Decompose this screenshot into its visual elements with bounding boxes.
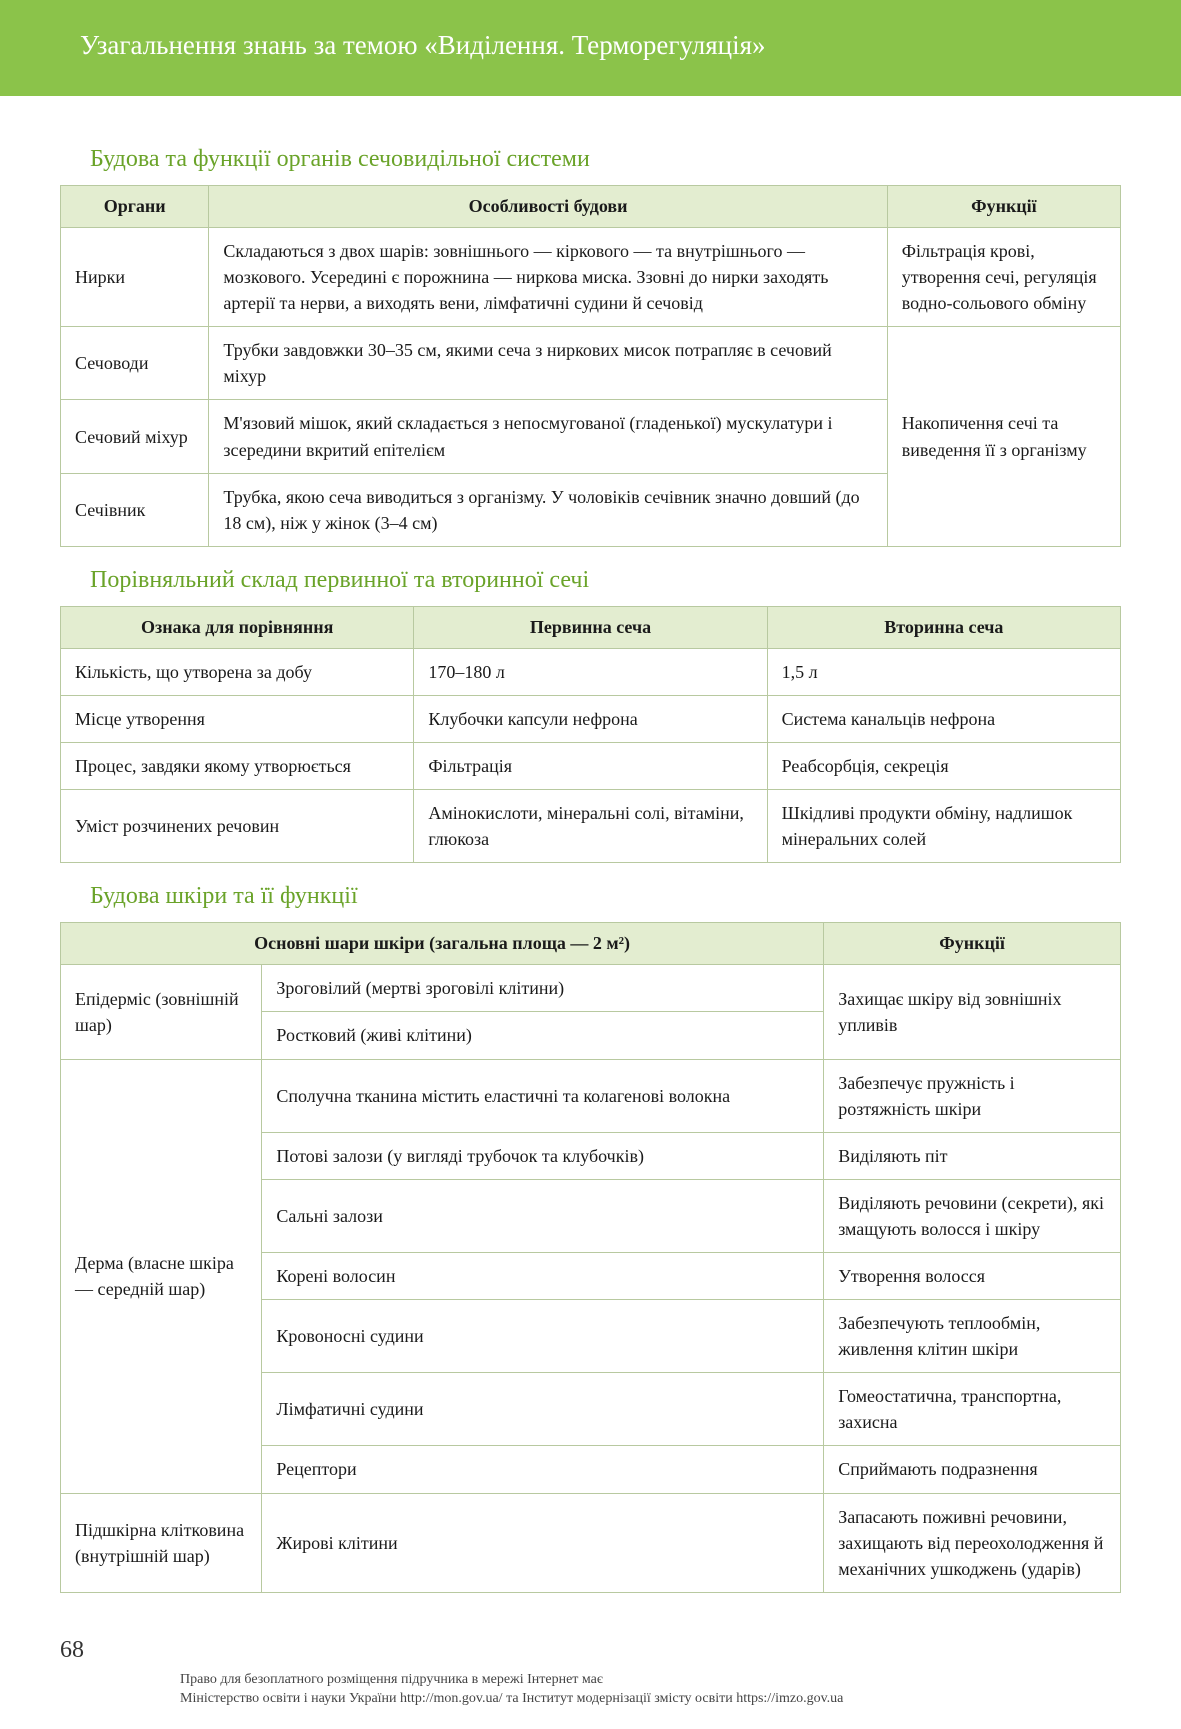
- table-row: Місце утворення Клубочки капсули нефрона…: [61, 695, 1121, 742]
- cell: Амінокислоти, мінеральні солі, вітаміни,…: [414, 790, 767, 863]
- cell: Забезпечує пружність і розтяжність шкіри: [824, 1059, 1121, 1132]
- cell: Реабсорбція, секреція: [767, 743, 1120, 790]
- page-number: 68: [0, 1633, 1181, 1664]
- cell: Жирові клітини: [262, 1493, 824, 1592]
- cell: Нирки: [61, 228, 209, 327]
- table-row: Сечоводи Трубки завдовжки 30–35 см, яким…: [61, 327, 1121, 400]
- table-skin: Основні шари шкіри (загальна площа — 2 м…: [60, 922, 1121, 1593]
- cell: Система канальців нефрона: [767, 695, 1120, 742]
- cell: 170–180 л: [414, 648, 767, 695]
- cell: Трубка, якою сеча виводиться з організму…: [209, 473, 887, 546]
- cell: Сприймають подразнення: [824, 1446, 1121, 1493]
- footer: Право для безоплатного розміщення підруч…: [0, 1664, 1181, 1729]
- footer-line1: Право для безоплатного розміщення підруч…: [180, 1670, 1181, 1690]
- cell: Запасають поживні речовини, захищають ві…: [824, 1493, 1121, 1592]
- table-organs: Органи Особливості будови Функції Нирки …: [60, 185, 1121, 547]
- cell: Клубочки капсули нефрона: [414, 695, 767, 742]
- cell: Лімфатичні судини: [262, 1373, 824, 1446]
- section3-title: Будова шкіри та її функції: [90, 883, 1121, 910]
- cell: Сечівник: [61, 473, 209, 546]
- cell: Кровоносні судини: [262, 1300, 824, 1373]
- cell: Сполучна тканина містить еластичні та ко…: [262, 1059, 824, 1132]
- cell: Гомеостатична, транспортна, захисна: [824, 1373, 1121, 1446]
- cell: Забезпечують теплообмін, живлення клітин…: [824, 1300, 1121, 1373]
- cell: Сечоводи: [61, 327, 209, 400]
- section1-title: Будова та функції органів сечовидільної …: [90, 146, 1121, 173]
- cell: Місце утворення: [61, 695, 414, 742]
- cell: 1,5 л: [767, 648, 1120, 695]
- cell: Процес, завдяки якому утворюється: [61, 743, 414, 790]
- th: Ознака для порівняння: [61, 606, 414, 648]
- th-organ: Органи: [61, 186, 209, 228]
- table-row: Уміст розчинених речовин Амінокислоти, м…: [61, 790, 1121, 863]
- cell: Корені волосин: [262, 1252, 824, 1299]
- content: Будова та функції органів сечовидільної …: [0, 96, 1181, 1633]
- section2-title: Порівняльний склад первинної та вторинно…: [90, 567, 1121, 594]
- cell: Сальні залози: [262, 1179, 824, 1252]
- cell: Епідерміс (зовнішній шар): [61, 965, 262, 1059]
- table-row: Кількість, що утворена за добу 170–180 л…: [61, 648, 1121, 695]
- th-structure: Особливості будови: [209, 186, 887, 228]
- cell: Фільтрація крові, утворення сечі, регуля…: [887, 228, 1120, 327]
- cell: М'язовий мішок, який складається з непос…: [209, 400, 887, 473]
- cell: Уміст розчинених речовин: [61, 790, 414, 863]
- table-row: Дерма (власне шкіра — середній шар) Спол…: [61, 1059, 1121, 1132]
- cell: Фільтрація: [414, 743, 767, 790]
- cell: Виділяють речовини (секрети), які змащую…: [824, 1179, 1121, 1252]
- th: Основні шари шкіри (загальна площа — 2 м…: [61, 923, 824, 965]
- page-header: Узагальнення знань за темою «Виділення. …: [0, 0, 1181, 96]
- th: Вторинна сеча: [767, 606, 1120, 648]
- table-row: Підшкірна клітковина (внутрішній шар) Жи…: [61, 1493, 1121, 1592]
- cell: Сечовий міхур: [61, 400, 209, 473]
- cell: Зроговілий (мертві зроговілі клітини): [262, 965, 824, 1012]
- cell: Ростковий (живі клітини): [262, 1012, 824, 1059]
- cell: Утворення волосся: [824, 1252, 1121, 1299]
- table-row: Епідерміс (зовнішній шар) Зроговілий (ме…: [61, 965, 1121, 1012]
- table-row: Процес, завдяки якому утворюється Фільтр…: [61, 743, 1121, 790]
- cell: Накопичення сечі та виведення її з орган…: [887, 327, 1120, 547]
- th: Первинна сеча: [414, 606, 767, 648]
- cell: Потові залози (у вигляді трубочок та клу…: [262, 1132, 824, 1179]
- cell: Підшкірна клітковина (внутрішній шар): [61, 1493, 262, 1592]
- cell: Дерма (власне шкіра — середній шар): [61, 1059, 262, 1493]
- cell: Трубки завдовжки 30–35 см, якими сеча з …: [209, 327, 887, 400]
- cell: Рецептори: [262, 1446, 824, 1493]
- table-urine: Ознака для порівняння Первинна сеча Втор…: [60, 606, 1121, 863]
- cell: Виділяють піт: [824, 1132, 1121, 1179]
- th: Функції: [824, 923, 1121, 965]
- cell: Захищає шкіру від зовнішніх упливів: [824, 965, 1121, 1059]
- footer-line2: Міністерство освіти і науки України http…: [180, 1689, 1181, 1709]
- cell: Шкідливі продукти обміну, надлишок мінер…: [767, 790, 1120, 863]
- cell: Складаються з двох шарів: зовнішнього — …: [209, 228, 887, 327]
- page-title: Узагальнення знань за темою «Виділення. …: [80, 30, 766, 60]
- th-function: Функції: [887, 186, 1120, 228]
- cell: Кількість, що утворена за добу: [61, 648, 414, 695]
- table-row: Нирки Складаються з двох шарів: зовнішнь…: [61, 228, 1121, 327]
